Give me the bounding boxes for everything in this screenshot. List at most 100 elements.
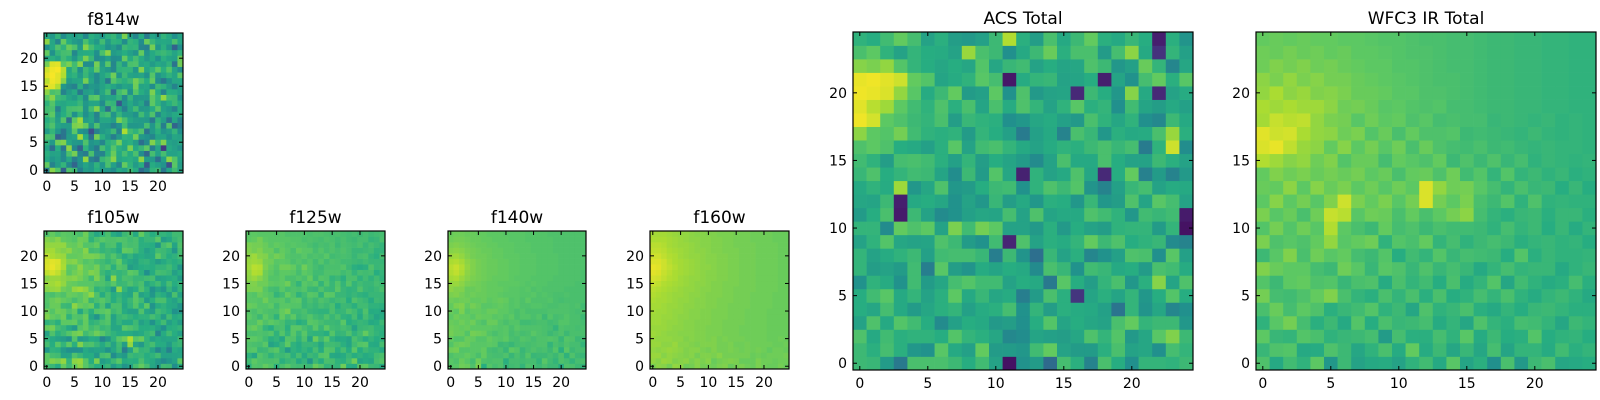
heatmap-cell (55, 236, 62, 243)
heatmap-cell (1500, 261, 1515, 276)
heatmap-cell (948, 315, 963, 330)
heatmap-cell (727, 297, 734, 304)
heatmap-cell (1446, 32, 1461, 46)
heatmap-cell (727, 319, 734, 326)
heatmap-cell (1084, 315, 1099, 330)
heatmap-cell (948, 99, 963, 114)
heatmap-cell (351, 346, 358, 353)
heatmap-cell (503, 275, 510, 282)
heatmap-cell (307, 357, 314, 364)
heatmap-cell (761, 319, 768, 326)
heatmap-cell (744, 258, 751, 265)
heatmap-cell (772, 352, 779, 359)
heatmap-cell (99, 330, 106, 337)
heatmap-cell (497, 280, 504, 287)
heatmap-cell (688, 236, 695, 243)
heatmap-cell (547, 357, 554, 364)
heatmap-cell (132, 128, 139, 135)
heatmap-cell (1446, 59, 1461, 73)
heatmap-cell (989, 45, 1003, 60)
heatmap-cell (94, 33, 100, 39)
heatmap-cell (251, 291, 258, 298)
heatmap-cell (60, 242, 67, 248)
x-tick-label: 0 (42, 375, 51, 391)
heatmap-cell (88, 83, 95, 90)
heatmap-cell (893, 315, 908, 330)
heatmap-cell (1528, 167, 1542, 182)
heatmap-cell (948, 248, 963, 263)
heatmap-cell (1125, 221, 1139, 236)
heatmap-cell (1138, 113, 1153, 127)
heatmap-cell (503, 335, 510, 342)
heatmap-cell (160, 89, 167, 95)
heatmap-cell (1392, 153, 1406, 168)
heatmap-cell (519, 291, 526, 298)
heatmap-cell (121, 302, 128, 309)
heatmap-cell (536, 330, 543, 337)
heatmap-cell (77, 341, 84, 348)
heatmap-cell (116, 77, 123, 84)
heatmap-cell (362, 258, 369, 265)
heatmap-cell (492, 242, 499, 248)
heatmap-cell (334, 313, 341, 320)
heatmap-cell (907, 275, 922, 290)
heatmap-cell (66, 55, 73, 62)
heatmap-cell (536, 247, 543, 254)
heatmap-cell (492, 258, 499, 265)
heatmap-cell (105, 319, 112, 326)
heatmap-cell (1473, 275, 1488, 290)
heatmap-cell (49, 297, 56, 304)
heatmap-cell (453, 313, 460, 320)
heatmap-cell (284, 313, 291, 320)
heatmap-cell (1514, 86, 1529, 100)
y-tick-label: 0 (231, 359, 240, 375)
axes-frame (43, 32, 184, 174)
heatmap-cell (694, 236, 701, 243)
heatmap-cell (688, 352, 695, 359)
heatmap-cell (907, 180, 922, 195)
heatmap-cell (1460, 329, 1474, 344)
heatmap-cell (558, 286, 565, 293)
heatmap-cell (448, 313, 454, 320)
heatmap-cell (155, 253, 162, 259)
heatmap-cell (329, 269, 336, 276)
heatmap-cell (379, 269, 386, 276)
heatmap-cell (503, 346, 510, 353)
heatmap-cell (160, 122, 167, 129)
heatmap-cell (127, 297, 134, 304)
heatmap-cell (138, 231, 145, 237)
heatmap-cell (105, 94, 112, 101)
heatmap-cell (1378, 315, 1393, 330)
heatmap-cell (1364, 126, 1379, 141)
heatmap-cell (464, 319, 471, 326)
heatmap-cell (1514, 99, 1529, 114)
heatmap-cell (144, 247, 150, 254)
heatmap-cell (318, 313, 325, 320)
heatmap-cell (1337, 167, 1352, 182)
heatmap-cell (688, 264, 695, 270)
heatmap-cell (1269, 248, 1284, 263)
heatmap-cell (552, 264, 559, 270)
heatmap-cell (1097, 194, 1112, 209)
heatmap-cell (716, 352, 723, 359)
heatmap-cell (105, 302, 112, 309)
heatmap-cell (525, 341, 532, 348)
heatmap-cell (1378, 32, 1393, 46)
heatmap-cell (727, 286, 734, 293)
heatmap-cell (1568, 356, 1583, 371)
heatmap-cell (1541, 99, 1556, 114)
heatmap-cell (677, 313, 684, 320)
heatmap-cell (166, 94, 173, 101)
heatmap-cell (853, 153, 867, 168)
heatmap-cell (1419, 261, 1434, 276)
heatmap-cell (368, 258, 375, 265)
heatmap-cell (149, 286, 156, 293)
heatmap-cell (866, 221, 881, 236)
heatmap-cell (580, 357, 587, 364)
heatmap-cell (290, 291, 297, 298)
heatmap-cell (144, 128, 150, 135)
heatmap-cell (88, 77, 95, 84)
heatmap-cell (558, 335, 565, 342)
heatmap-cell (1125, 194, 1139, 209)
heatmap-cell (722, 264, 729, 270)
